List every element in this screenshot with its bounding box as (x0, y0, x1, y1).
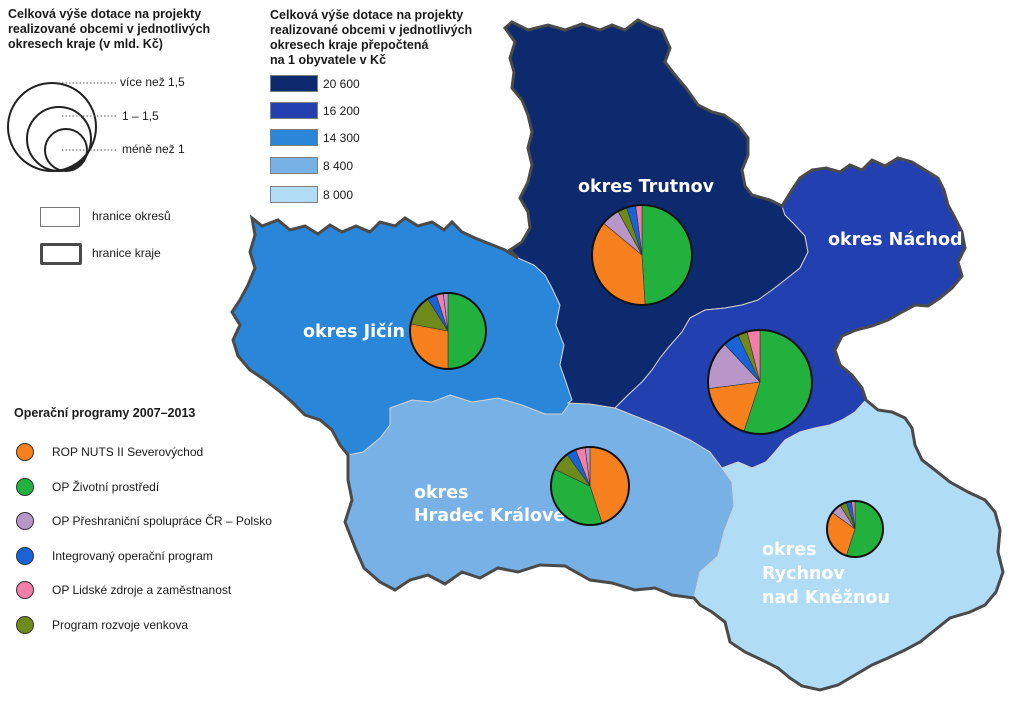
boundary-legend-district-label: hranice okresů (92, 209, 171, 223)
boundary-legend-region-label: hranice kraje (92, 246, 161, 260)
size-legend-large: více než 1,5 (120, 75, 185, 89)
pie-outline-3 (409, 292, 487, 370)
color-legend-title: Celková výše dotace na projekty realizov… (270, 8, 473, 67)
color-label-1: 20 600 (323, 77, 360, 91)
pie-chart-hradec (550, 446, 630, 526)
program-label-5: OP Lidské zdroje a zaměstnanost (52, 583, 232, 597)
pie-chart-trutnov (591, 204, 693, 306)
program-label-1: ROP NUTS II Severovýchod (52, 445, 204, 459)
pie-outline-1 (591, 204, 693, 306)
program-dot-4 (16, 546, 34, 565)
program-dot-5 (16, 581, 34, 599)
program-dot-1 (16, 443, 34, 461)
size-legend-circles (7, 82, 97, 172)
color-label-4: 8 400 (323, 159, 354, 173)
pie-chart-nachod (707, 329, 813, 435)
program-label-4: Integrovaný operační program (52, 548, 213, 563)
pie-outline-4 (550, 446, 630, 526)
region-boundary (230, 18, 1005, 692)
program-dot-3 (16, 512, 34, 530)
size-legend-title: Celková výše dotace na projekty realizov… (8, 7, 211, 51)
program-dot-2 (16, 477, 34, 496)
boundary-legend-region-swatch (40, 243, 82, 265)
pie-chart-jicin (409, 292, 487, 370)
pie-outline-5 (826, 500, 884, 558)
color-label-2: 16 200 (323, 104, 360, 118)
label-rychnov: okres Rychnov nad Kněžnou (762, 540, 890, 608)
color-swatch-2 (270, 102, 318, 119)
color-label-3: 14 300 (323, 131, 360, 145)
program-label-3: OP Přeshraniční spolupráce ČR – Polsko (52, 514, 272, 528)
pie-chart-rychnov (826, 500, 884, 558)
size-circle-medium (26, 106, 92, 172)
program-label-6: Program rozvoje venkova (52, 617, 189, 632)
color-swatch-4 (270, 157, 318, 174)
label-hradec: okres Hradec Králové (414, 483, 565, 526)
color-swatch-3 (270, 129, 318, 146)
size-legend-leaders (62, 82, 118, 151)
size-legend-small: méně než 1 (122, 142, 185, 156)
pie-outline-2 (707, 329, 813, 435)
color-label-5: 8 000 (323, 188, 354, 202)
program-dot-6 (16, 615, 34, 634)
size-circle-large (7, 82, 97, 172)
size-legend-medium: 1 – 1,5 (122, 109, 159, 123)
color-swatch-5 (270, 186, 318, 203)
programs-legend-title: Operační programy 2007–2013 (14, 406, 196, 420)
label-trutnov: okres Trutnov (578, 177, 715, 197)
label-nachod: okres Náchod (828, 230, 963, 250)
program-label-2: OP Životní prostředí (52, 479, 160, 494)
color-swatch-1 (270, 75, 318, 92)
label-jicin: okres Jičín (303, 322, 405, 342)
boundary-legend-district-swatch (40, 207, 80, 227)
